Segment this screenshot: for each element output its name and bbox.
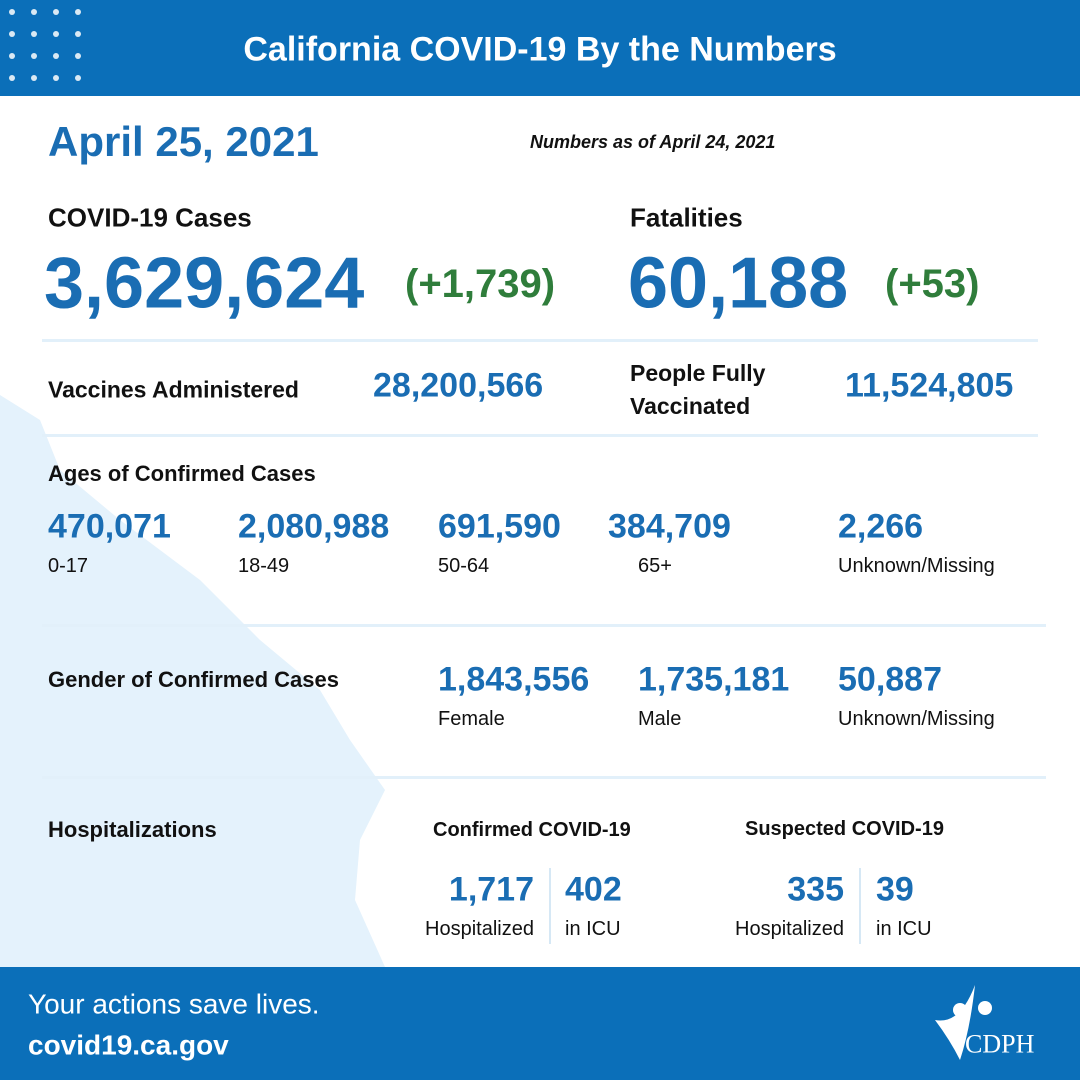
footer-bar: [0, 967, 1080, 1080]
divider: [42, 339, 1038, 342]
header-bar: [0, 0, 1080, 96]
suspected-hospitalized-label: Hospitalized: [735, 918, 844, 940]
gender-label: Unknown/Missing: [838, 708, 995, 730]
suspected-hospitalized-value: 335: [787, 870, 844, 909]
confirmed-icu-value: 402: [565, 870, 622, 909]
age-value: 691,590: [438, 507, 561, 546]
age-value: 2,266: [838, 507, 924, 546]
age-label: 18-49: [238, 555, 290, 577]
date: April 25, 2021: [48, 117, 319, 165]
fully-vaccinated-value: 11,524,805: [845, 366, 1014, 405]
vaccines-label: Vaccines Administered: [48, 376, 299, 403]
divider: [42, 434, 1038, 437]
cases-change: (+1,739): [405, 262, 556, 306]
state-shape: [0, 395, 385, 967]
cases-value: 3,629,624: [44, 243, 365, 324]
age-value: 470,071: [48, 507, 171, 546]
divider: [549, 868, 551, 944]
age-label: 50-64: [438, 555, 490, 577]
gender-label: Female: [438, 708, 505, 730]
gender-value: 1,843,556: [438, 660, 590, 699]
divider: [42, 776, 1046, 779]
vaccines-value: 28,200,566: [373, 366, 544, 405]
age-value: 2,080,988: [238, 507, 390, 546]
as-of: Numbers as of April 24, 2021: [530, 132, 776, 153]
confirmed-icu-label: in ICU: [565, 918, 621, 940]
gender-value: 50,887: [838, 660, 942, 699]
tagline: Your actions save lives.: [28, 988, 320, 1020]
suspected-icu-label: in ICU: [876, 918, 932, 940]
age-label: Unknown/Missing: [838, 555, 995, 577]
confirmed-hospitalized-label: Hospitalized: [425, 918, 534, 940]
gender-title: Gender of Confirmed Cases: [48, 666, 339, 692]
cases-label: COVID-19 Cases: [48, 202, 252, 233]
gender-value: 1,735,181: [638, 660, 790, 699]
gender-label: Male: [638, 708, 682, 730]
suspected-icu-value: 39: [876, 870, 914, 909]
logo-figure: [935, 985, 992, 1060]
ages-title: Ages of Confirmed Cases: [48, 460, 316, 486]
suspected-title: Suspected COVID-19: [745, 818, 944, 840]
logo-text: CDPH: [965, 1029, 1035, 1059]
header-title: California COVID-19 By the Numbers: [243, 30, 837, 69]
fatalities-label: Fatalities: [630, 202, 743, 233]
age-value: 384,709: [608, 507, 731, 546]
confirmed-hospitalized-value: 1,717: [448, 870, 534, 909]
fatalities-change: (+53): [885, 262, 980, 306]
age-label: 0-17: [48, 555, 89, 577]
url[interactable]: covid19.ca.gov: [28, 1029, 229, 1061]
fatalities-value: 60,188: [628, 243, 849, 324]
divider: [859, 868, 861, 944]
confirmed-title: Confirmed COVID-19: [433, 819, 631, 841]
divider: [42, 624, 1046, 627]
age-label: 65+: [638, 555, 672, 577]
dots: [9, 9, 81, 81]
hospitalizations-title: Hospitalizations: [48, 816, 217, 842]
fully-vaccinated-label: People Fully Vaccinated: [630, 360, 766, 419]
